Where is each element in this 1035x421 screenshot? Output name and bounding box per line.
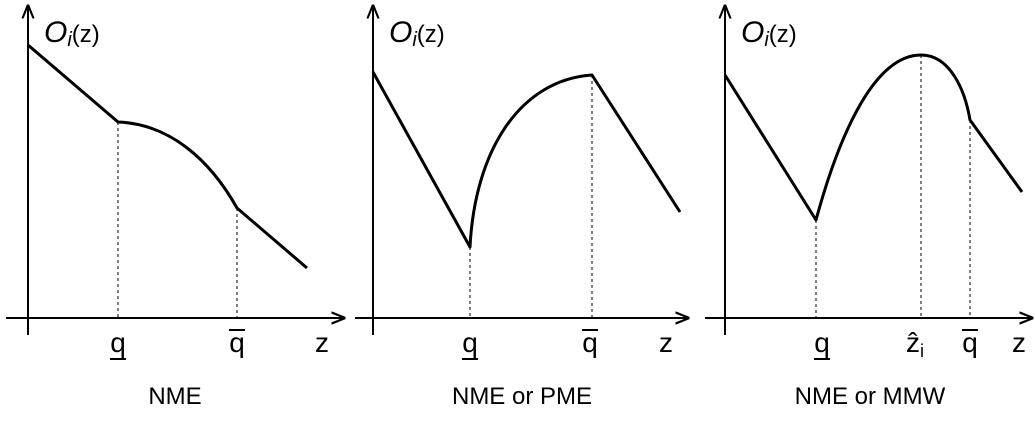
argument: (z) xyxy=(769,21,797,48)
x-label: ẑi xyxy=(906,327,924,361)
symbol: O xyxy=(741,16,764,49)
argument: (z) xyxy=(417,21,445,48)
x-label: z xyxy=(315,327,329,358)
y-label: Oi(z) xyxy=(741,16,797,51)
hat-z: ẑ xyxy=(906,327,920,358)
argument: (z) xyxy=(72,21,100,48)
x-label: z xyxy=(659,327,673,358)
x-label: z xyxy=(1012,327,1026,358)
subscript: i xyxy=(67,29,72,51)
x-label: q xyxy=(110,327,126,358)
subscript: i xyxy=(920,341,924,361)
panel: Oi(z) q q z NME or PME xyxy=(355,6,688,410)
caption: NME xyxy=(148,383,201,410)
y-label: Oi(z) xyxy=(44,16,100,51)
y-label: Oi(z) xyxy=(389,16,445,51)
curve xyxy=(27,43,308,270)
curve xyxy=(723,53,1024,222)
x-label: q xyxy=(962,327,978,358)
subscript: i xyxy=(412,29,417,51)
panel: Oi(z) q ẑi q z NME or MMW xyxy=(705,6,1032,410)
symbol: O xyxy=(389,16,412,49)
curve xyxy=(371,71,682,249)
subscript: i xyxy=(764,29,769,51)
x-label: q xyxy=(814,327,830,358)
x-label: q xyxy=(229,327,245,358)
caption: NME or PME xyxy=(452,383,592,410)
x-label: q xyxy=(462,327,478,358)
panel: Oi(z) q q z NME xyxy=(6,6,344,410)
caption: NME or MMW xyxy=(795,383,946,410)
symbol: O xyxy=(44,16,67,49)
x-label: q xyxy=(582,327,598,358)
